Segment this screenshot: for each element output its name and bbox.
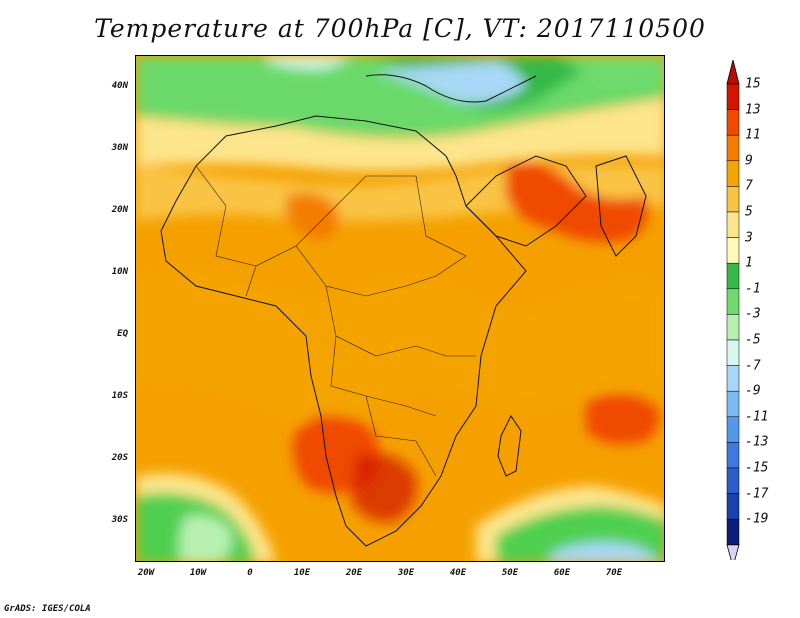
lon-label-10e: 10E bbox=[293, 568, 311, 578]
colorbar-swatch bbox=[726, 262, 740, 290]
colorbar-label: -1 bbox=[745, 281, 761, 297]
colorbar-label: 7 bbox=[745, 178, 753, 194]
colorbar-top-arrow bbox=[726, 60, 740, 85]
colorbar-swatch bbox=[726, 390, 740, 418]
colorbar-label: -5 bbox=[745, 332, 761, 348]
colorbar-swatch bbox=[726, 160, 740, 187]
lon-label-20e: 20E bbox=[345, 568, 363, 578]
colorbar-label: 3 bbox=[745, 230, 753, 246]
lon-label-40e: 40E bbox=[449, 568, 467, 578]
colorbar-swatch bbox=[726, 339, 740, 366]
coastlines bbox=[160, 74, 647, 547]
lat-label-30n: 30N bbox=[111, 143, 128, 153]
colorbar-label: -3 bbox=[745, 306, 761, 322]
colorbar-swatch bbox=[726, 314, 740, 341]
colorbar-label: 9 bbox=[745, 153, 753, 169]
footer-credit: GrADS: IGES/COLA bbox=[4, 604, 91, 614]
colorbar-label: -7 bbox=[745, 358, 761, 374]
lon-label-50e: 50E bbox=[501, 568, 519, 578]
colorbar-label: 1 bbox=[745, 255, 753, 271]
lat-label-20n: 20N bbox=[111, 205, 128, 215]
map-title: Temperature at 700hPa [C], VT: 201711050… bbox=[94, 14, 706, 43]
colorbar-label: 15 bbox=[745, 76, 761, 92]
temperature-map bbox=[135, 55, 665, 562]
colorbar-label: -13 bbox=[745, 434, 769, 450]
colorbar-swatch bbox=[726, 134, 740, 162]
colorbar-label: -19 bbox=[745, 511, 769, 527]
colorbar-label: -17 bbox=[745, 486, 769, 502]
map-plot-area bbox=[136, 56, 664, 561]
colorbar-label: 5 bbox=[745, 204, 753, 220]
colorbar-bottom-arrow bbox=[726, 544, 740, 560]
lat-label-20s: 20S bbox=[111, 453, 128, 463]
country-borders bbox=[195, 165, 476, 477]
colorbar-swatch bbox=[726, 211, 740, 238]
colorbar-label: 11 bbox=[745, 127, 761, 143]
lon-label-0: 0 bbox=[247, 568, 253, 578]
lat-label-10s: 10S bbox=[111, 391, 128, 401]
lon-label-20w: 20W bbox=[137, 568, 155, 578]
lat-label-40n: 40N bbox=[111, 81, 128, 91]
colorbar-swatch bbox=[726, 365, 740, 392]
lat-label-30s: 30S bbox=[111, 515, 128, 525]
lon-label-10w: 10W bbox=[189, 568, 207, 578]
colorbar-label: -11 bbox=[745, 409, 769, 425]
lon-label-60e: 60E bbox=[553, 568, 571, 578]
lat-label-10n: 10N bbox=[111, 267, 128, 277]
colorbar-swatch bbox=[726, 518, 740, 546]
colorbar-swatch bbox=[726, 186, 740, 213]
colorbar-swatch bbox=[726, 467, 740, 494]
colorbar-swatch bbox=[726, 83, 740, 110]
colorbar-swatch bbox=[726, 442, 740, 469]
colorbar-label: 13 bbox=[745, 102, 761, 118]
lon-label-70e: 70E bbox=[605, 568, 623, 578]
colorbar-swatch bbox=[726, 493, 740, 520]
colorbar-swatch bbox=[726, 237, 740, 264]
colorbar-swatch bbox=[726, 109, 740, 136]
colorbar bbox=[726, 60, 740, 560]
lat-label-eq: EQ bbox=[117, 329, 128, 339]
colorbar-label: -9 bbox=[745, 383, 761, 399]
lon-label-30e: 30E bbox=[397, 568, 415, 578]
colorbar-swatch bbox=[726, 288, 740, 315]
colorbar-label: -15 bbox=[745, 460, 769, 476]
colorbar-swatch bbox=[726, 416, 740, 443]
